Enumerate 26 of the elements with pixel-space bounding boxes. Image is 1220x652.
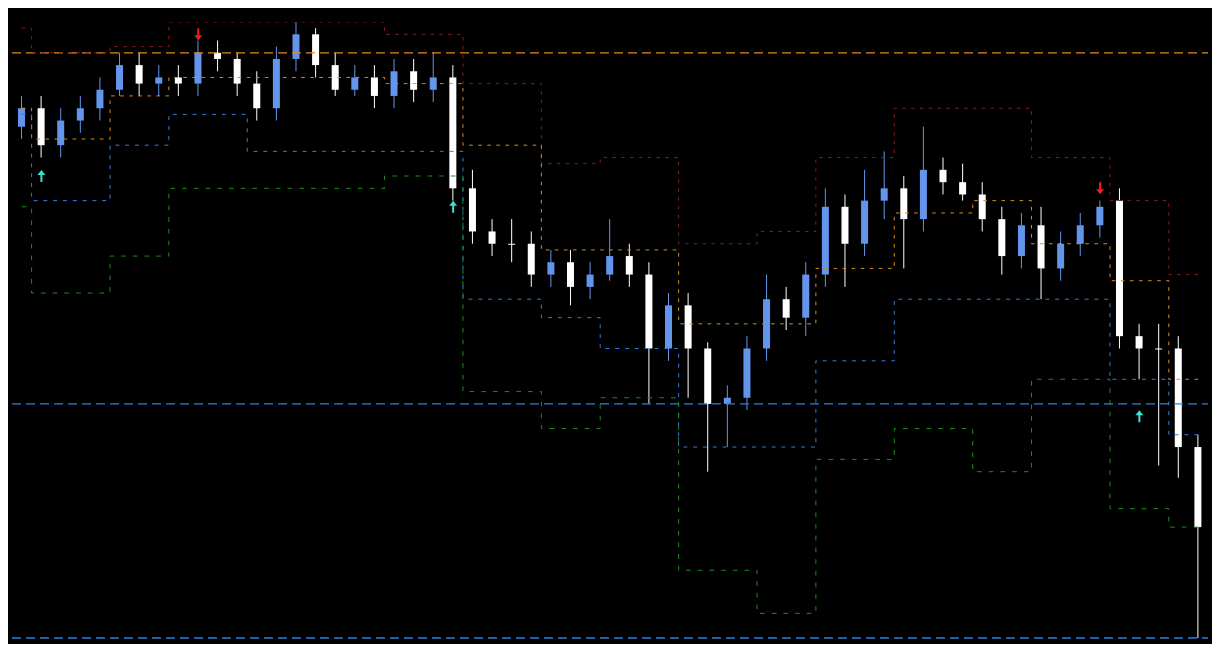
candlestick [1155, 323, 1163, 467]
candlestick [586, 261, 594, 300]
point [37, 170, 46, 182]
candlestick [782, 286, 790, 331]
candlestick [174, 64, 182, 97]
candlestick [429, 52, 437, 103]
candlestick [1096, 200, 1104, 239]
candlestick [351, 64, 359, 97]
candlestick [214, 39, 222, 72]
candlestick [76, 95, 84, 134]
candlestick [606, 218, 614, 282]
candlestick [939, 157, 947, 195]
candlestick [508, 218, 516, 263]
candlestick [410, 58, 418, 103]
candlestick [547, 249, 555, 288]
candlestick [488, 218, 496, 257]
candlestick [1135, 323, 1143, 380]
candlestick [155, 64, 163, 97]
candlestick [1076, 212, 1084, 257]
candlestick [625, 243, 633, 288]
candlestick [135, 52, 143, 97]
candlestick [18, 95, 25, 140]
candlestick [880, 150, 888, 220]
candlestick [96, 76, 104, 122]
candlestick [959, 163, 967, 202]
candlestick [370, 64, 378, 109]
